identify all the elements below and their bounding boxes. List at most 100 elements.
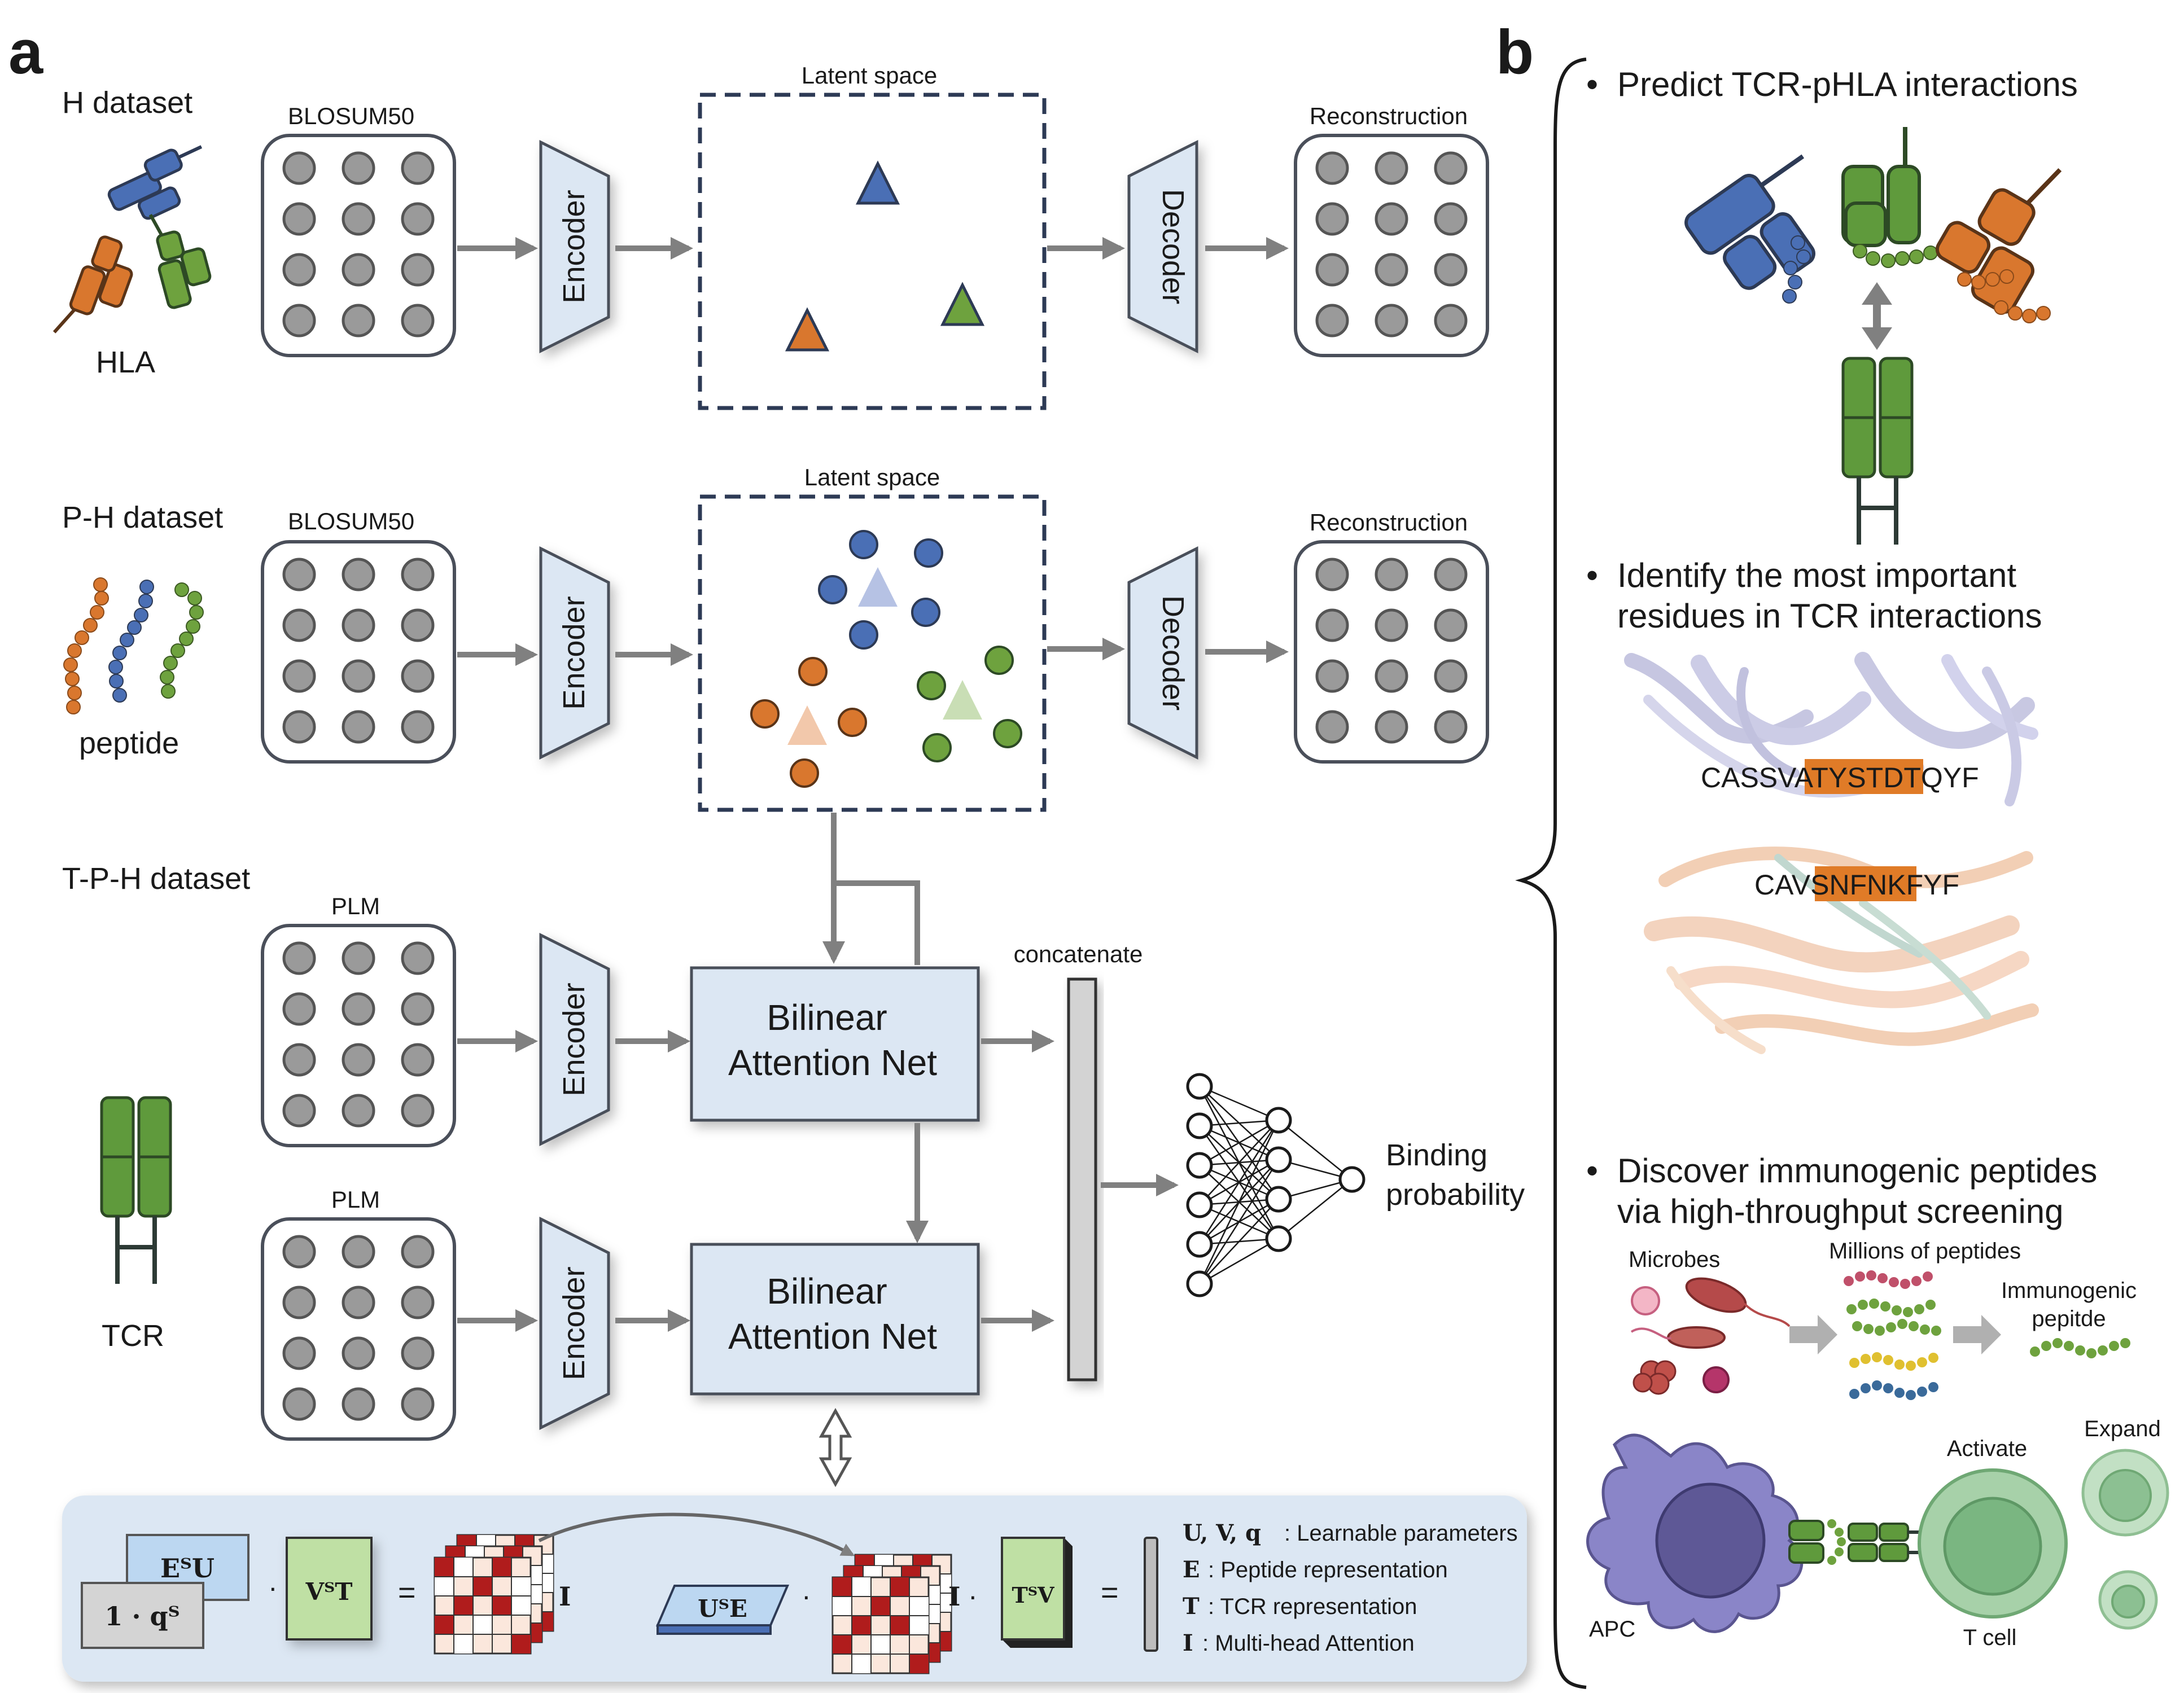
bullet-3-line1: Discover immunogenic peptides xyxy=(1617,1152,2097,1190)
activate-label: Activate xyxy=(1947,1436,2027,1461)
vtt-text: VᵀT xyxy=(305,1578,353,1606)
orange-hla-icon xyxy=(1935,168,2062,314)
legend-desc-1: : Peptide representation xyxy=(1208,1558,1448,1582)
h-latent-green-triangle xyxy=(940,282,985,326)
ph-dataset-title: P-H dataset xyxy=(62,501,223,534)
formula-legend: U, V, q : Learnable parameters E : Pepti… xyxy=(1183,1520,1518,1656)
row-ph-dataset: P-H dataset peptide BLOSUM50 xyxy=(62,464,1487,812)
curved-arrow xyxy=(538,1512,855,1556)
bullet-3-line2: via high-throughput screening xyxy=(1617,1192,2064,1230)
ph-reconstruction-label: Reconstruction xyxy=(1310,509,1468,536)
bullet-2-line1: Identify the most important xyxy=(1617,556,2016,594)
ph-latent-blue-triangle xyxy=(858,567,898,607)
bullet-3-dot: • xyxy=(1586,1152,1598,1190)
ban2-line2: Attention Net xyxy=(728,1316,937,1357)
h-decoder: Decoder xyxy=(1129,142,1197,351)
ph-latent-points xyxy=(750,530,1022,788)
bullet-1-dot: • xyxy=(1586,65,1598,103)
cdr3b-highlight xyxy=(1805,759,1923,794)
ttv-box: TᵀV xyxy=(1001,1537,1073,1648)
ute-text: UᵀE xyxy=(698,1595,747,1622)
cdr3a-pre: CAV xyxy=(1754,869,1811,901)
tph-encoder-1: Encoder xyxy=(541,935,609,1144)
attention-matrix-2 xyxy=(831,1554,952,1674)
tcell-label: T cell xyxy=(1963,1625,2017,1650)
screen-arrow-2 xyxy=(1953,1315,2001,1354)
tph-encoder1-label: Encoder xyxy=(557,983,591,1096)
cdr3a-text: CAVSNFNKFYF xyxy=(1754,869,1959,901)
legend-desc-0: : Learnable parameters xyxy=(1284,1521,1518,1546)
h-latent-blue-triangle xyxy=(855,160,900,205)
bullet-2: • Identify the most important residues i… xyxy=(1586,556,2042,635)
etu-text: EᵀU xyxy=(160,1553,215,1584)
legend-sym-3: I xyxy=(1183,1630,1193,1656)
ph-latent-green-triangle xyxy=(943,680,982,720)
bullet-1-text: Predict TCR-pHLA interactions xyxy=(1617,65,2078,103)
cdr3a-highlight xyxy=(1815,866,1916,901)
curly-brace xyxy=(1515,58,1587,1689)
tph-matrix2-label: PLM xyxy=(331,1186,380,1213)
I-symbol-2: I xyxy=(948,1581,961,1612)
ph-decoder-label: Decoder xyxy=(1156,595,1190,710)
immunogenic-peptide-icon xyxy=(2030,1338,2130,1358)
h-input-matrix xyxy=(262,135,454,356)
tph-encoder-2: Encoder xyxy=(541,1219,609,1428)
apc-cell-icon xyxy=(1586,1433,1804,1633)
bullet-1: • Predict TCR-pHLA interactions xyxy=(1586,65,2078,103)
tph-input-matrix-1 xyxy=(262,926,454,1146)
panel-b-label: b xyxy=(1496,17,1534,87)
tph-dataset-title: T-P-H dataset xyxy=(62,862,250,896)
h-output-matrix xyxy=(1295,135,1487,356)
tph-matrix1-label: PLM xyxy=(331,893,380,919)
output-vector xyxy=(1144,1537,1158,1652)
binding-double-arrow xyxy=(1862,282,1892,350)
vtt-box xyxy=(286,1537,373,1641)
equals-2: = xyxy=(1101,1576,1119,1609)
expanded-cells-icon xyxy=(2081,1449,2169,1630)
dot-2: · xyxy=(802,1580,811,1612)
double-arrow-icon xyxy=(819,1407,852,1488)
cell-interaction-illustration: APC Activate T cell Expand xyxy=(1586,1416,2169,1650)
dot-1: · xyxy=(268,1572,278,1603)
ph-encoder-label: Encoder xyxy=(557,596,591,709)
panel-a-label: a xyxy=(8,17,43,87)
screening-illustration: Microbes Millions of peptides xyxy=(1629,1239,2137,1400)
peptide-chains-icon xyxy=(63,577,204,714)
apc-label: APC xyxy=(1589,1617,1635,1642)
bullet-2-line2: residues in TCR interactions xyxy=(1617,597,2042,635)
microbes-label: Microbes xyxy=(1629,1247,1720,1272)
ph-encoder: Encoder xyxy=(541,549,609,757)
binding-prob-line2: probability xyxy=(1386,1178,1525,1212)
ph-latent-label: Latent space xyxy=(804,464,940,490)
ph-decoder: Decoder xyxy=(1129,549,1197,757)
expand-label: Expand xyxy=(2084,1416,2161,1441)
cdr3b-post: TQYF xyxy=(1903,762,1979,793)
green-hla-icon xyxy=(1841,127,1921,247)
cdr3a-post: FYF xyxy=(1906,869,1959,901)
concatenate-bar xyxy=(1067,977,1097,1381)
cdr3b-text: CASSVATYSTDTQYF xyxy=(1701,762,1979,793)
I-symbol-1: I xyxy=(559,1581,571,1612)
tcr-phla-illustration xyxy=(1684,127,2062,545)
immunogenic-label-1: Immunogenic xyxy=(2001,1278,2137,1303)
protein-structure-image: CASSVATYSTDTQYF CAVSNFNKFYF xyxy=(1624,652,2039,1054)
ttv-text: TᵀV xyxy=(1012,1582,1055,1608)
latent-to-ban-connector xyxy=(831,813,920,965)
ute-box: UᵀE xyxy=(655,1585,790,1635)
blue-hla-icon xyxy=(1684,154,1815,290)
equals-1: = xyxy=(398,1576,416,1609)
immunogenic-label-2: pepitde xyxy=(2032,1306,2106,1331)
ban1-line1: Bilinear xyxy=(767,997,887,1038)
synapse-icon xyxy=(1788,1519,1936,1565)
bullet-3: • Discover immunogenic peptides via high… xyxy=(1586,1152,2097,1230)
row-tph-dataset: T-P-H dataset PLM Encoder Bilinear Atten… xyxy=(62,813,1525,1488)
cdr3b-sequence: CASSVATYSTDTQYF xyxy=(1701,759,1979,794)
legend-sym-2: T xyxy=(1183,1593,1200,1620)
mlp-network xyxy=(1186,1073,1365,1297)
h-encoder-label: Encoder xyxy=(557,190,591,303)
microbes-icon xyxy=(1630,1277,1791,1395)
hla-label: HLA xyxy=(96,345,155,379)
ban2-line1: Bilinear xyxy=(767,1271,887,1312)
screen-arrow-1 xyxy=(1789,1315,1837,1354)
